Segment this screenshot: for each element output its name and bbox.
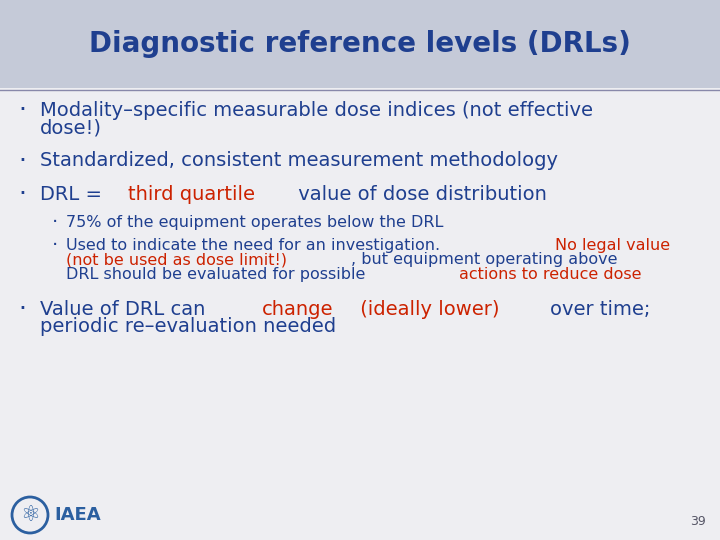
Text: Modality–specific measurable dose indices (not effective: Modality–specific measurable dose indice… <box>40 100 593 119</box>
Text: dose!): dose!) <box>40 118 102 137</box>
Text: Diagnostic reference levels (DRLs): Diagnostic reference levels (DRLs) <box>89 30 631 58</box>
Text: Standardized, consistent measurement methodology: Standardized, consistent measurement met… <box>40 151 558 170</box>
Text: Used to indicate the need for an investigation.: Used to indicate the need for an investi… <box>66 238 445 253</box>
Text: (ideally lower): (ideally lower) <box>354 300 505 319</box>
Text: third quartile: third quartile <box>128 185 255 204</box>
Text: ·: · <box>18 297 26 321</box>
Text: ·: · <box>18 98 26 122</box>
Text: over time;: over time; <box>549 300 650 319</box>
Text: Value of DRL can: Value of DRL can <box>40 300 212 319</box>
FancyBboxPatch shape <box>0 88 720 540</box>
Text: (not be used as dose limit!): (not be used as dose limit!) <box>66 252 287 267</box>
Text: ·: · <box>18 148 26 173</box>
Text: , but equipment operating above: , but equipment operating above <box>351 252 618 267</box>
Text: ·: · <box>52 235 58 255</box>
FancyBboxPatch shape <box>0 0 720 88</box>
Text: actions to reduce dose: actions to reduce dose <box>459 267 642 282</box>
Text: No legal value: No legal value <box>555 238 670 253</box>
Text: change: change <box>261 300 333 319</box>
Text: DRL =: DRL = <box>40 185 108 204</box>
Text: IAEA: IAEA <box>54 506 101 524</box>
Text: DRL should be evaluated for possible: DRL should be evaluated for possible <box>66 267 371 282</box>
Text: 75% of the equipment operates below the DRL: 75% of the equipment operates below the … <box>66 214 444 230</box>
Text: periodic re–evaluation needed: periodic re–evaluation needed <box>40 317 336 336</box>
Text: ·: · <box>18 182 26 206</box>
Text: ⚛: ⚛ <box>20 505 40 525</box>
Text: ·: · <box>52 213 58 232</box>
Text: 39: 39 <box>690 515 706 528</box>
Text: value of dose distribution: value of dose distribution <box>292 185 546 204</box>
